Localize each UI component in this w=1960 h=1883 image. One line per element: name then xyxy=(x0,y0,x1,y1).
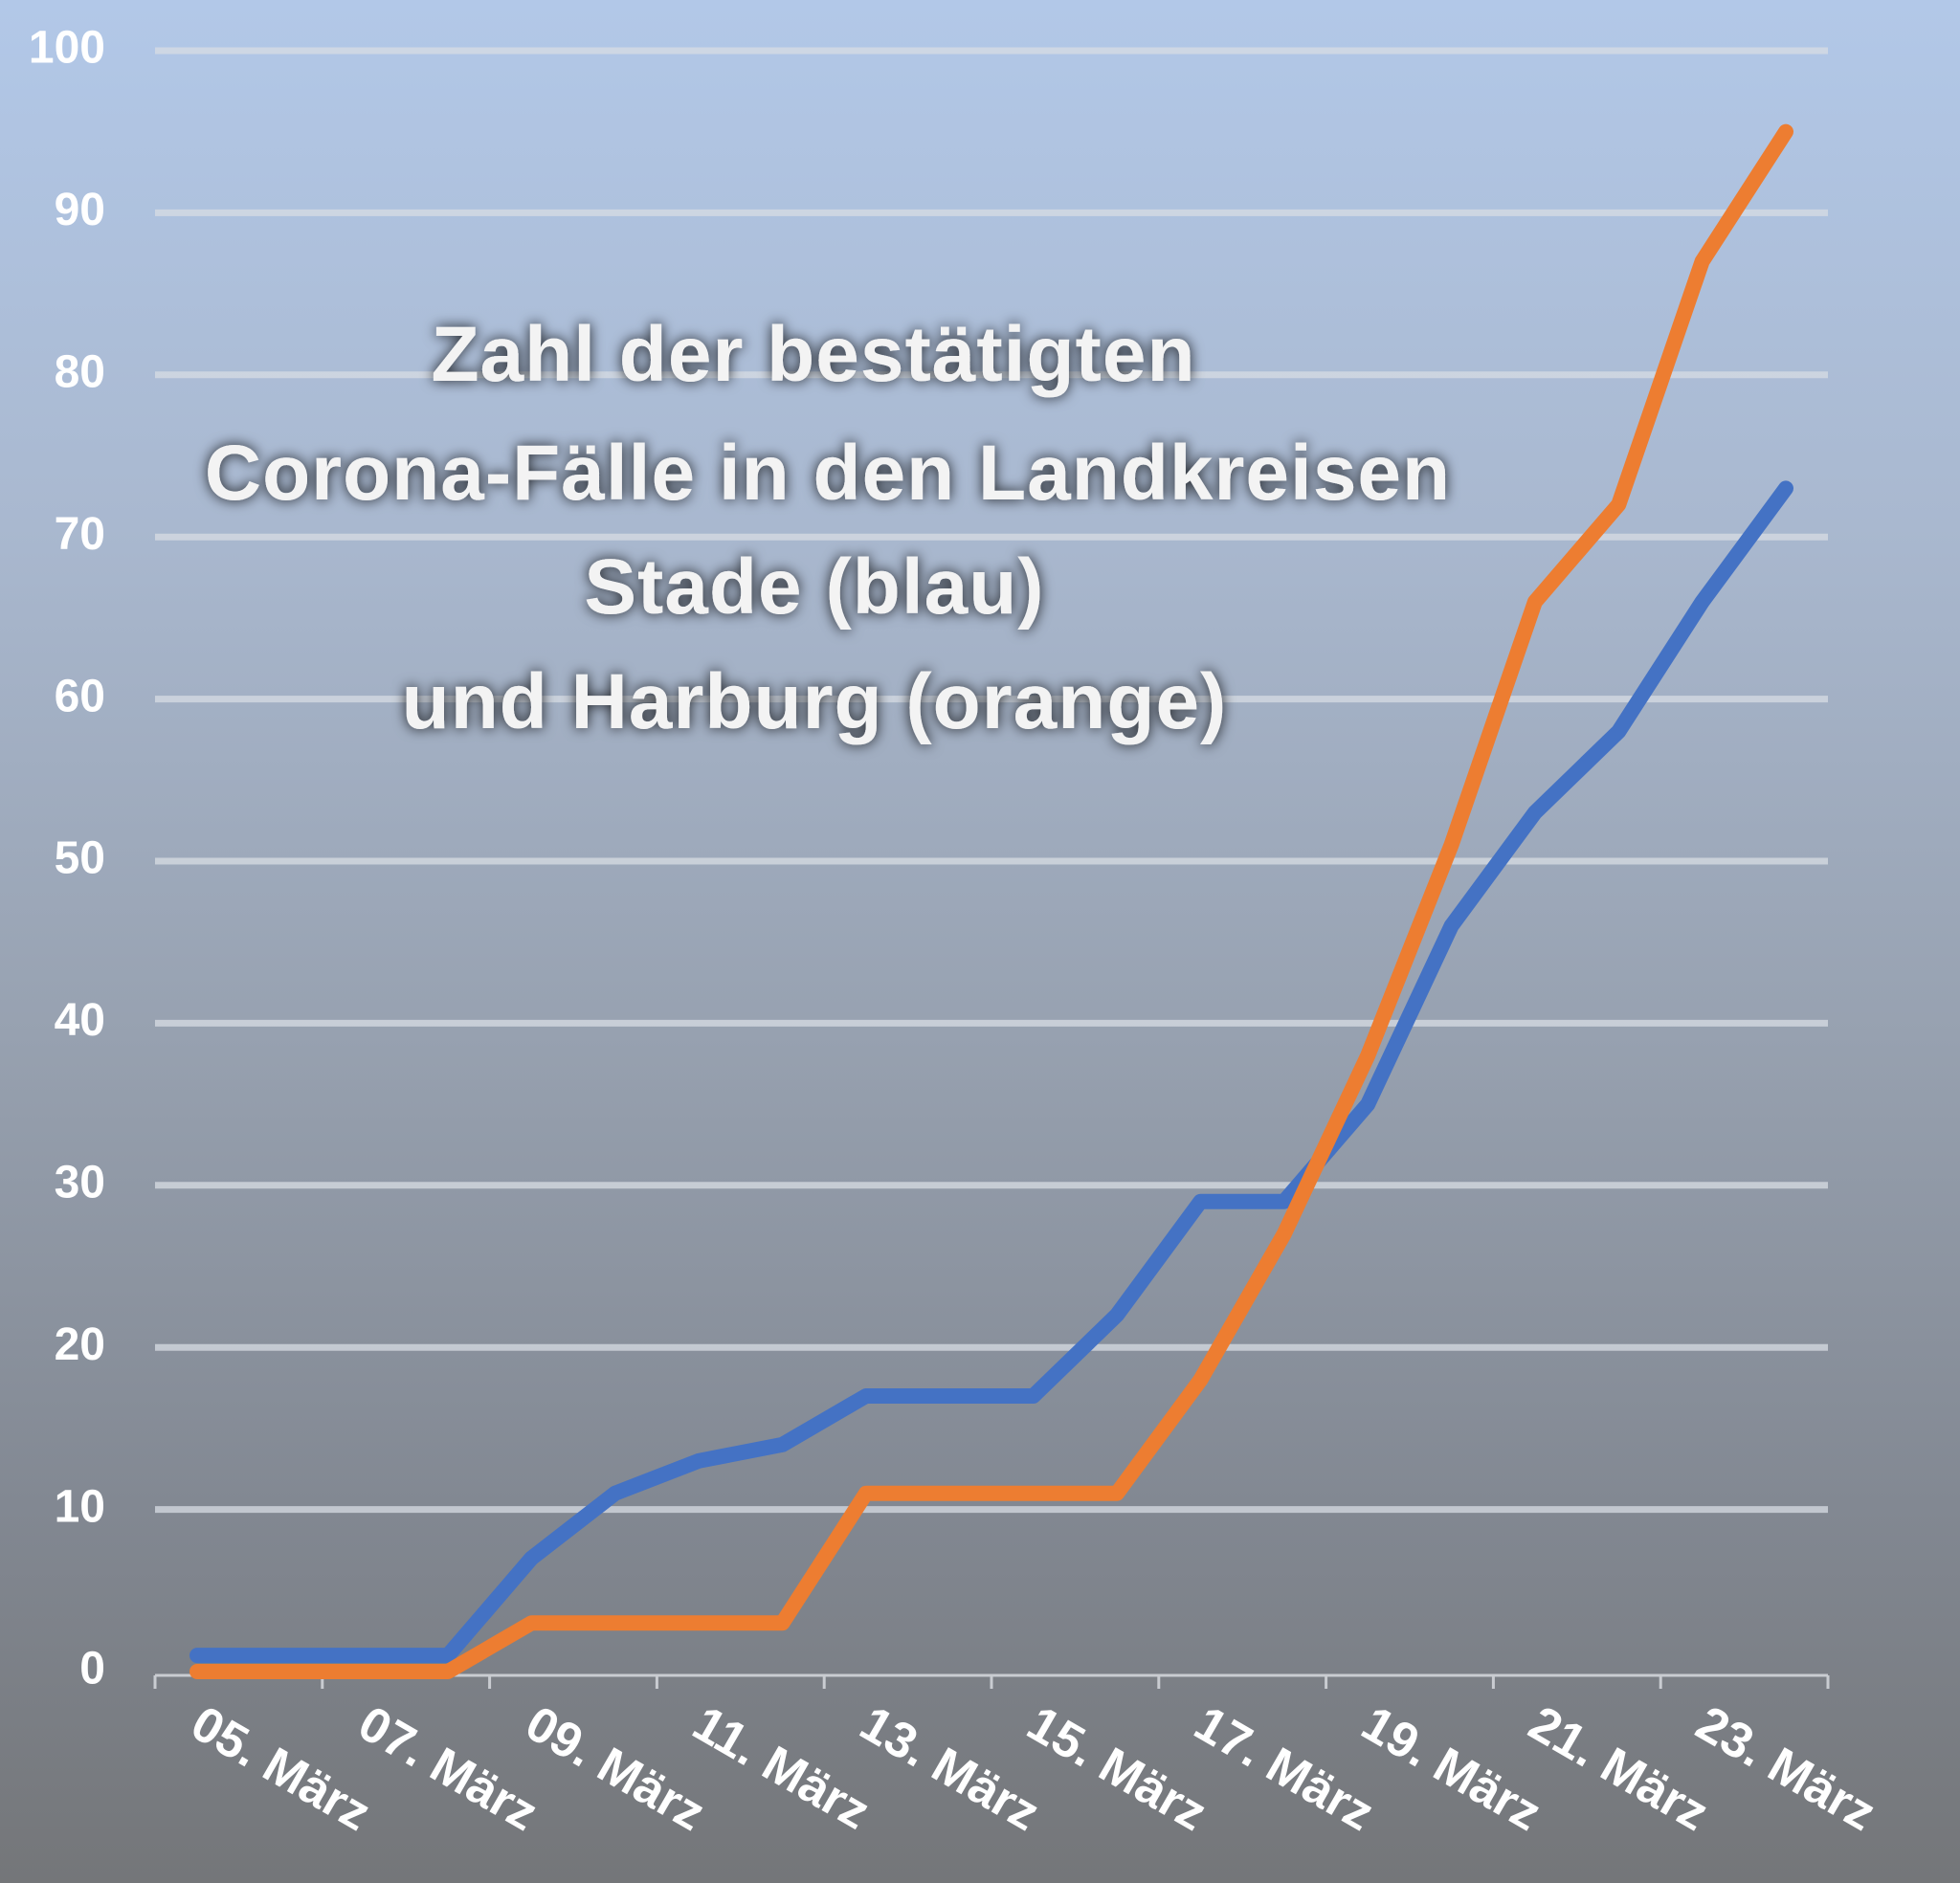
y-tick-label: 70 xyxy=(55,509,105,560)
series-line-1 xyxy=(189,480,1793,1664)
series-line-2 xyxy=(189,123,1793,1679)
y-tick-label: 20 xyxy=(55,1319,105,1370)
y-tick-label: 50 xyxy=(55,833,105,884)
gridlines xyxy=(153,47,1830,1689)
y-tick-label: 60 xyxy=(55,671,105,721)
y-tick-label: 0 xyxy=(79,1644,105,1695)
chart-title-line-2: Corona-Fälle in den Landkreisen xyxy=(205,430,1451,517)
chart-title-line-3: Stade (blau) xyxy=(584,543,1044,631)
series-lines xyxy=(189,123,1793,1679)
y-tick-label: 30 xyxy=(55,1157,105,1207)
y-tick-label: 80 xyxy=(55,346,105,397)
chart-title-line-1: Zahl der bestätigten xyxy=(431,311,1195,398)
x-tick-label: 23. März xyxy=(1687,1695,1885,1842)
y-tick-label: 90 xyxy=(55,185,105,235)
x-tick-label: 09. März xyxy=(516,1695,714,1842)
x-tick-label: 15. März xyxy=(1018,1695,1216,1842)
x-tick-label: 13. März xyxy=(851,1695,1049,1842)
x-tick-label: 17. März xyxy=(1185,1695,1383,1842)
y-axis-ticks: 0 10 20 30 40 50 60 70 80 90 100 xyxy=(29,23,105,1695)
chart-title-line-4: und Harburg (orange) xyxy=(402,658,1228,745)
y-tick-label: 40 xyxy=(55,995,105,1046)
y-tick-label: 10 xyxy=(55,1481,105,1532)
y-tick-label: 100 xyxy=(29,23,105,74)
x-tick-label: 19. März xyxy=(1352,1695,1550,1842)
x-tick-label: 05. März xyxy=(182,1695,380,1842)
x-tick-label: 11. März xyxy=(683,1695,879,1840)
x-tick-label: 21. März xyxy=(1520,1695,1718,1842)
x-tick-label: 07. März xyxy=(349,1695,547,1842)
